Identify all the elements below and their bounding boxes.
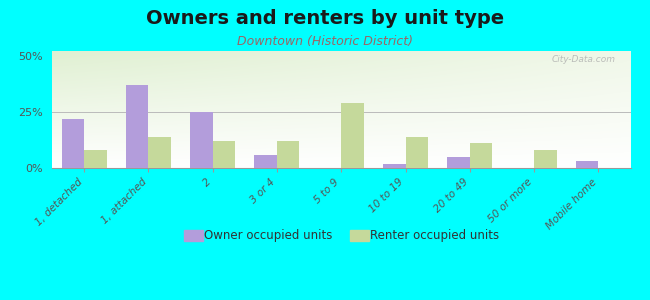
- Bar: [383, 164, 406, 168]
- Bar: [277, 141, 300, 168]
- Text: Downtown (Historic District): Downtown (Historic District): [237, 34, 413, 47]
- Bar: [255, 154, 277, 168]
- Text: City-Data.com: City-Data.com: [552, 55, 616, 64]
- Legend: Owner occupied units, Renter occupied units: Owner occupied units, Renter occupied un…: [179, 224, 504, 246]
- Bar: [126, 85, 148, 168]
- Bar: [62, 118, 84, 168]
- Bar: [447, 157, 470, 168]
- Bar: [84, 150, 107, 168]
- Bar: [190, 112, 213, 168]
- Bar: [576, 161, 599, 168]
- Bar: [341, 103, 364, 168]
- Bar: [534, 150, 556, 168]
- Bar: [148, 136, 171, 168]
- Bar: [406, 136, 428, 168]
- Bar: [470, 143, 492, 168]
- Text: Owners and renters by unit type: Owners and renters by unit type: [146, 9, 504, 28]
- Bar: [213, 141, 235, 168]
